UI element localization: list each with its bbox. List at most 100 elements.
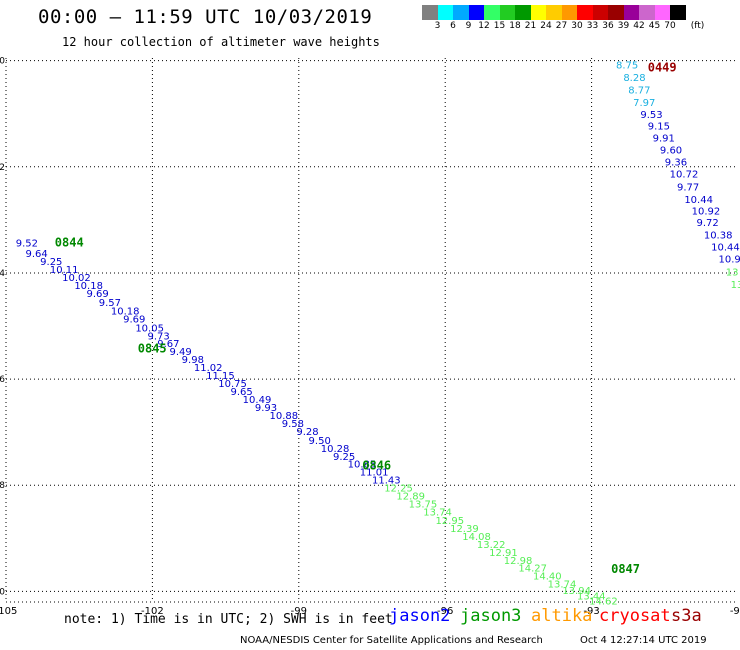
wave-height-value: 9.57 <box>99 298 121 309</box>
credit-text: NOAA/NESDIS Center for Satellite Applica… <box>240 635 543 646</box>
wave-height-colorbar <box>422 5 686 20</box>
lon-tick-label: -96 <box>437 606 453 617</box>
wave-height-value: 9.64 <box>26 249 48 260</box>
colorbar-label: 15 <box>493 21 506 31</box>
wave-height-value: 13.22 <box>477 540 506 551</box>
wave-height-value: 9.36 <box>665 158 687 169</box>
wave-height-value: 14.40 <box>533 572 562 583</box>
chart-title: 00:00 – 11:59 UTC 10/03/2019 <box>38 6 373 28</box>
wave-height-value: 10.92 <box>692 207 721 218</box>
colorbar-swatch <box>608 5 624 20</box>
wave-height-value: 12.25 <box>384 484 413 495</box>
colorbar-label: 70 <box>664 21 676 31</box>
wave-height-value: 12.91 <box>489 548 518 559</box>
wave-height-value: 13.94 <box>562 586 591 597</box>
colorbar-swatch <box>577 5 593 20</box>
wave-height-value: 12.98 <box>504 556 533 567</box>
lon-tick-label: -90 <box>730 606 740 617</box>
wave-height-value: 14.62 <box>589 597 618 608</box>
wave-height-value: 10.02 <box>62 273 91 284</box>
colorbar-label: 18 <box>509 21 521 31</box>
wave-height-value: 9.25 <box>40 257 62 268</box>
pass-time-label: 0845 <box>138 342 167 356</box>
wave-height-value: 11.43 <box>372 476 401 487</box>
wave-height-value: 10.11 <box>50 265 79 276</box>
generated-timestamp: Oct 4 12:27:14 UTC 2019 <box>580 635 707 646</box>
colorbar-label: 21 <box>524 21 537 31</box>
wave-height-value: 10.18 <box>111 306 140 317</box>
wave-height-value: 9.67 <box>157 339 179 350</box>
colorbar-swatch <box>623 5 639 20</box>
wave-height-value: 7.97 <box>633 98 655 109</box>
lat-tick-label: -58 <box>0 481 5 491</box>
colorbar-swatch <box>422 5 438 20</box>
colorbar-label: 27 <box>555 21 568 31</box>
colorbar-swatch <box>561 5 577 20</box>
wave-height-value: 10.85 <box>348 460 377 471</box>
credit-line: NOAA/NESDIS Center for Satellite Applica… <box>240 635 707 646</box>
legend-entry-jason2: jason2 <box>389 606 451 626</box>
colorbar-swatch <box>453 5 469 20</box>
units-note: note: 1) Time is in UTC; 2) SWH is in fe… <box>64 612 393 627</box>
wave-height-value: 11.02 <box>194 363 223 374</box>
wave-height-value: 9.72 <box>697 218 719 229</box>
wave-height-value: 13.74 <box>423 507 452 518</box>
wave-height-value: 9.73 <box>148 331 170 342</box>
wave-height-value: 13 <box>726 268 739 279</box>
wave-height-value: 9.50 <box>309 436 331 447</box>
colorbar-swatch <box>654 5 670 20</box>
lat-tick-label: -60 <box>0 587 5 597</box>
lon-tick-label: -102 <box>141 606 164 617</box>
colorbar-label: 30 <box>571 21 583 31</box>
wave-height-value: 13.75 <box>409 500 438 511</box>
chart-subtitle: 12 hour collection of altimeter wave hei… <box>62 35 380 49</box>
colorbar-swatch <box>592 5 608 20</box>
lat-tick-label: -50 <box>0 57 5 67</box>
colorbar-label: 6 <box>450 21 456 31</box>
pass-time-label: 0846 <box>362 458 391 472</box>
colorbar-swatch <box>437 5 453 20</box>
wave-height-value: 10.18 <box>74 281 103 292</box>
colorbar-label: 33 <box>586 21 599 31</box>
wave-height-value: 10.38 <box>704 230 733 241</box>
colorbar-label: 24 <box>540 21 552 31</box>
colorbar-label: 3 <box>434 21 441 31</box>
lon-tick-label: -99 <box>291 606 307 617</box>
wave-height-value: 13.74 <box>548 580 577 591</box>
wave-height-value: 8.75 <box>616 61 638 72</box>
lat-tick-label: -56 <box>0 375 5 385</box>
wave-height-value: 10.72 <box>670 169 699 180</box>
wave-height-value: 10.49 <box>243 395 272 406</box>
wave-height-value: 14.08 <box>462 532 491 543</box>
lon-tick-label: -93 <box>583 606 599 617</box>
colorbar-swatch <box>670 5 686 20</box>
colorbar-label: 12 <box>478 21 490 31</box>
colorbar-label: 39 <box>617 21 630 31</box>
colorbar-label: 45 <box>648 21 661 31</box>
wave-height-value: 10.88 <box>270 411 299 422</box>
pass-time-label: 0844 <box>55 235 84 249</box>
lat-tick-label: -52 <box>0 163 5 173</box>
legend-entry-altika: altika <box>531 606 593 626</box>
pass-time-label: 0449 <box>648 60 677 74</box>
wave-height-value: 8.28 <box>623 73 645 84</box>
wave-height-value: 9.28 <box>296 427 318 438</box>
wave-height-value: 9.69 <box>87 289 109 300</box>
pass-time-label: 0847 <box>611 562 640 576</box>
wave-height-value: 9.93 <box>255 403 277 414</box>
colorbar-unit: (ft) <box>690 21 705 31</box>
colorbar-label: 9 <box>465 21 472 31</box>
wave-height-value: 9.98 <box>182 355 204 366</box>
wave-height-value: 8.77 <box>628 86 650 97</box>
colorbar-swatch <box>639 5 655 20</box>
legend-entry-jason3: jason3 <box>460 606 522 626</box>
wave-height-value: 9.15 <box>648 122 670 133</box>
colorbar-label: 42 <box>633 21 645 31</box>
colorbar-swatch <box>484 5 500 20</box>
wave-height-value: 9.52 <box>16 238 38 249</box>
lon-tick-label: -105 <box>0 606 17 617</box>
colorbar-labels: 3 6 9 12 15 18 21 24 27 30 33 36 39 42 45 70 (ft) <box>422 21 740 33</box>
wave-height-value: 9.60 <box>660 146 682 157</box>
wave-height-value: 10.44 <box>684 195 713 206</box>
